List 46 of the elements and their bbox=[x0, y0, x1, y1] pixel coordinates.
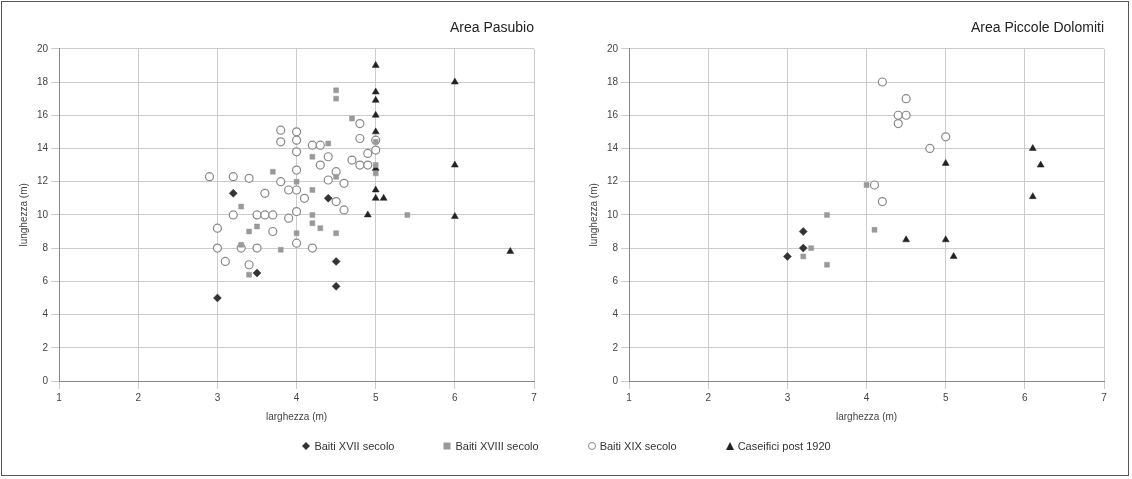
chart-title: Area Pasubio bbox=[449, 19, 535, 36]
x-tick-label: 7 bbox=[531, 391, 538, 403]
y-tick-label: 20 bbox=[37, 42, 49, 54]
y-tick-label: 20 bbox=[607, 42, 619, 54]
y-tick-label: 12 bbox=[37, 175, 49, 187]
y-tick-label: 16 bbox=[607, 108, 619, 120]
y-tick-label: 10 bbox=[607, 208, 619, 220]
legend-label: Caseifici post 1920 bbox=[737, 440, 831, 452]
y-tick-label: 10 bbox=[37, 208, 49, 220]
legend-label: Baiti XVII secolo bbox=[314, 440, 395, 452]
y-tick-label: 12 bbox=[607, 175, 619, 187]
x-tick-label: 7 bbox=[1101, 391, 1108, 403]
y-axis-title: lunghezza (m) bbox=[17, 183, 29, 247]
y-tick-label: 8 bbox=[42, 241, 49, 253]
y-tick-label: 18 bbox=[37, 75, 49, 87]
x-tick-label: 1 bbox=[56, 391, 63, 403]
y-tick-label: 0 bbox=[612, 374, 619, 386]
y-tick-label: 6 bbox=[612, 275, 619, 287]
x-tick-label: 5 bbox=[942, 391, 949, 403]
y-tick-label: 18 bbox=[607, 75, 619, 87]
x-tick-label: 4 bbox=[863, 391, 870, 403]
y-tick-label: 4 bbox=[42, 308, 49, 320]
chart-title: Area Piccole Dolomiti bbox=[970, 19, 1104, 36]
y-axis-title: lunghezza (m) bbox=[587, 183, 599, 247]
legend-label: Baiti XIX secolo bbox=[599, 440, 677, 452]
x-tick-label: 5 bbox=[372, 391, 379, 403]
x-tick-label: 6 bbox=[452, 391, 459, 403]
x-tick-label: 3 bbox=[784, 391, 791, 403]
legend-label: Baiti XVIII secolo bbox=[455, 440, 539, 452]
y-tick-label: 14 bbox=[37, 142, 49, 154]
y-tick-label: 16 bbox=[37, 108, 49, 120]
y-tick-label: 8 bbox=[612, 241, 619, 253]
y-tick-label: 14 bbox=[607, 142, 619, 154]
x-tick-label: 2 bbox=[135, 391, 142, 403]
y-tick-label: 6 bbox=[42, 275, 49, 287]
y-tick-label: 2 bbox=[612, 341, 619, 353]
x-tick-label: 1 bbox=[626, 391, 633, 403]
y-tick-label: 0 bbox=[42, 374, 49, 386]
x-axis-title: larghezza (m) bbox=[265, 410, 328, 422]
x-tick-label: 3 bbox=[214, 391, 221, 403]
y-tick-label: 2 bbox=[42, 341, 49, 353]
x-tick-label: 2 bbox=[705, 391, 712, 403]
y-tick-label: 4 bbox=[612, 308, 619, 320]
x-axis-title: larghezza (m) bbox=[835, 410, 898, 422]
x-tick-label: 6 bbox=[1022, 391, 1029, 403]
x-tick-label: 4 bbox=[293, 391, 300, 403]
